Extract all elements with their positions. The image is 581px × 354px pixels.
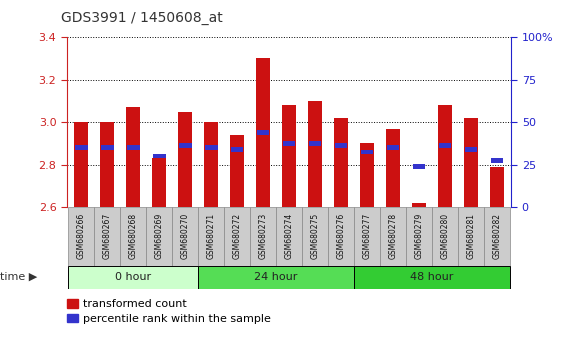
Text: GDS3991 / 1450608_at: GDS3991 / 1450608_at xyxy=(61,11,223,25)
Bar xyxy=(68,207,94,266)
Bar xyxy=(101,145,113,150)
Bar xyxy=(309,141,321,146)
Text: GSM680269: GSM680269 xyxy=(155,213,164,259)
Bar xyxy=(204,122,218,207)
Bar xyxy=(406,207,432,266)
Bar xyxy=(465,147,478,152)
Bar xyxy=(282,141,296,146)
Bar xyxy=(276,207,302,266)
Bar xyxy=(68,266,198,289)
Bar xyxy=(361,149,374,154)
Bar xyxy=(439,143,451,148)
Bar xyxy=(308,101,322,207)
Text: GSM680282: GSM680282 xyxy=(493,213,501,259)
Text: 0 hour: 0 hour xyxy=(115,272,151,282)
Text: GSM680280: GSM680280 xyxy=(440,213,450,259)
Bar xyxy=(484,207,510,266)
Bar xyxy=(146,207,172,266)
Bar xyxy=(250,207,276,266)
Bar xyxy=(360,143,374,207)
Text: 24 hour: 24 hour xyxy=(254,272,297,282)
Bar xyxy=(120,207,146,266)
Bar xyxy=(231,147,243,152)
Bar xyxy=(458,207,484,266)
Text: GSM680271: GSM680271 xyxy=(207,213,216,259)
Bar xyxy=(198,266,354,289)
Bar xyxy=(230,135,244,207)
Text: GSM680279: GSM680279 xyxy=(414,213,424,259)
Bar xyxy=(152,158,166,207)
Bar xyxy=(386,145,400,150)
Bar xyxy=(464,118,478,207)
Bar xyxy=(256,58,270,207)
Bar xyxy=(94,207,120,266)
Bar xyxy=(153,154,166,159)
Legend: transformed count, percentile rank within the sample: transformed count, percentile rank withi… xyxy=(67,299,271,324)
Bar xyxy=(335,143,347,148)
Text: GSM680277: GSM680277 xyxy=(363,213,371,259)
Bar xyxy=(172,207,198,266)
Text: GSM680278: GSM680278 xyxy=(389,213,397,259)
Bar xyxy=(354,207,380,266)
Bar xyxy=(380,207,406,266)
Bar xyxy=(74,122,88,207)
Bar xyxy=(257,130,270,135)
Bar xyxy=(413,164,425,169)
Bar xyxy=(178,143,192,148)
Bar xyxy=(127,145,139,150)
Text: time ▶: time ▶ xyxy=(0,272,37,282)
Bar xyxy=(198,207,224,266)
Bar xyxy=(100,122,114,207)
Text: GSM680275: GSM680275 xyxy=(310,213,320,259)
Bar xyxy=(438,105,452,207)
Bar xyxy=(386,129,400,207)
Bar xyxy=(224,207,250,266)
Bar xyxy=(354,266,510,289)
Text: 48 hour: 48 hour xyxy=(410,272,454,282)
Text: GSM680267: GSM680267 xyxy=(103,213,112,259)
Bar xyxy=(432,207,458,266)
Bar xyxy=(412,203,426,207)
Bar xyxy=(490,167,504,207)
Bar xyxy=(302,207,328,266)
Text: GSM680273: GSM680273 xyxy=(259,213,268,259)
Bar xyxy=(490,158,503,163)
Bar xyxy=(205,145,217,150)
Text: GSM680276: GSM680276 xyxy=(336,213,346,259)
Bar xyxy=(75,145,88,150)
Bar xyxy=(178,112,192,207)
Text: GSM680270: GSM680270 xyxy=(181,213,189,259)
Bar xyxy=(282,105,296,207)
Text: GSM680272: GSM680272 xyxy=(232,213,242,259)
Bar xyxy=(126,107,140,207)
Bar xyxy=(328,207,354,266)
Bar xyxy=(334,118,348,207)
Text: GSM680281: GSM680281 xyxy=(467,213,475,259)
Text: GSM680274: GSM680274 xyxy=(285,213,293,259)
Text: GSM680268: GSM680268 xyxy=(128,213,138,259)
Text: GSM680266: GSM680266 xyxy=(77,213,85,259)
